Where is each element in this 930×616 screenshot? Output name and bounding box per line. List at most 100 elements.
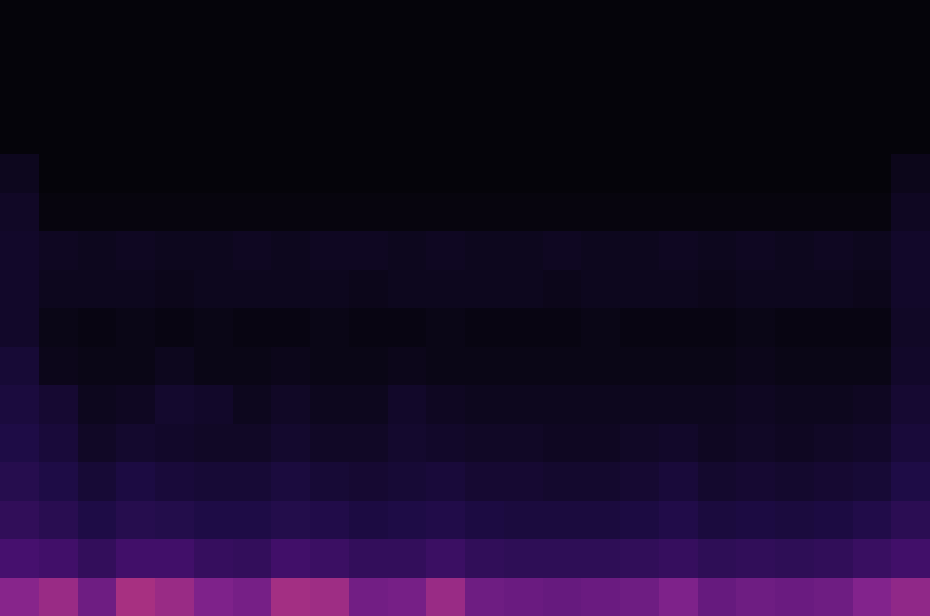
cell [504, 116, 543, 155]
cell [814, 501, 853, 540]
cell [775, 424, 814, 463]
cell [698, 77, 737, 116]
cell [504, 308, 543, 347]
cell [736, 231, 775, 270]
cell [116, 39, 155, 78]
cell [581, 193, 620, 232]
cell [736, 77, 775, 116]
cell [891, 385, 930, 424]
cell [775, 193, 814, 232]
cell [194, 424, 233, 463]
cell [581, 578, 620, 616]
cell [0, 308, 39, 347]
cell [194, 154, 233, 193]
cell [620, 270, 659, 309]
cell [310, 462, 349, 501]
cell [465, 462, 504, 501]
cell [543, 424, 582, 463]
cell [581, 77, 620, 116]
cell [736, 424, 775, 463]
cell [426, 501, 465, 540]
cell [504, 154, 543, 193]
cell [620, 116, 659, 155]
cell [620, 462, 659, 501]
cell [233, 39, 272, 78]
cell [465, 39, 504, 78]
cell [620, 308, 659, 347]
cell [698, 0, 737, 39]
cell [891, 154, 930, 193]
cell [581, 501, 620, 540]
cell [233, 154, 272, 193]
cell [39, 116, 78, 155]
cell [543, 385, 582, 424]
cell [891, 501, 930, 540]
cell [388, 154, 427, 193]
cell [504, 539, 543, 578]
cell [736, 462, 775, 501]
cell [349, 116, 388, 155]
cell [0, 77, 39, 116]
cell [0, 231, 39, 270]
cell [814, 154, 853, 193]
cell [891, 231, 930, 270]
cell [620, 193, 659, 232]
cell [736, 347, 775, 386]
cell [891, 539, 930, 578]
cell [388, 347, 427, 386]
cell [465, 308, 504, 347]
cell [155, 347, 194, 386]
cell [620, 39, 659, 78]
cell [39, 462, 78, 501]
cell [233, 193, 272, 232]
cell [465, 385, 504, 424]
cell [814, 77, 853, 116]
cell [659, 193, 698, 232]
cell [620, 385, 659, 424]
cell [388, 193, 427, 232]
cell [465, 193, 504, 232]
cell [620, 154, 659, 193]
cell [504, 231, 543, 270]
cell [775, 539, 814, 578]
cell [349, 308, 388, 347]
cell [271, 308, 310, 347]
cell [543, 501, 582, 540]
cell [426, 39, 465, 78]
cell [736, 0, 775, 39]
cell [194, 193, 233, 232]
cell [620, 231, 659, 270]
cell [0, 193, 39, 232]
cell [39, 578, 78, 616]
cell [853, 424, 892, 463]
cell [78, 424, 117, 463]
cell [465, 578, 504, 616]
cell [116, 347, 155, 386]
cell [853, 231, 892, 270]
cell [581, 270, 620, 309]
cell [233, 462, 272, 501]
cell [271, 39, 310, 78]
cell [78, 308, 117, 347]
cell [853, 193, 892, 232]
cell [0, 154, 39, 193]
cell [775, 231, 814, 270]
cell [0, 424, 39, 463]
cell [0, 501, 39, 540]
cell [155, 539, 194, 578]
cell [194, 231, 233, 270]
cell [78, 501, 117, 540]
cell [426, 385, 465, 424]
cell [0, 347, 39, 386]
cell [0, 462, 39, 501]
cell [78, 270, 117, 309]
cell [194, 462, 233, 501]
cell [504, 347, 543, 386]
cell [465, 154, 504, 193]
cell [504, 77, 543, 116]
cell [116, 154, 155, 193]
cell [426, 462, 465, 501]
cell [78, 539, 117, 578]
cell [814, 347, 853, 386]
cell [659, 154, 698, 193]
